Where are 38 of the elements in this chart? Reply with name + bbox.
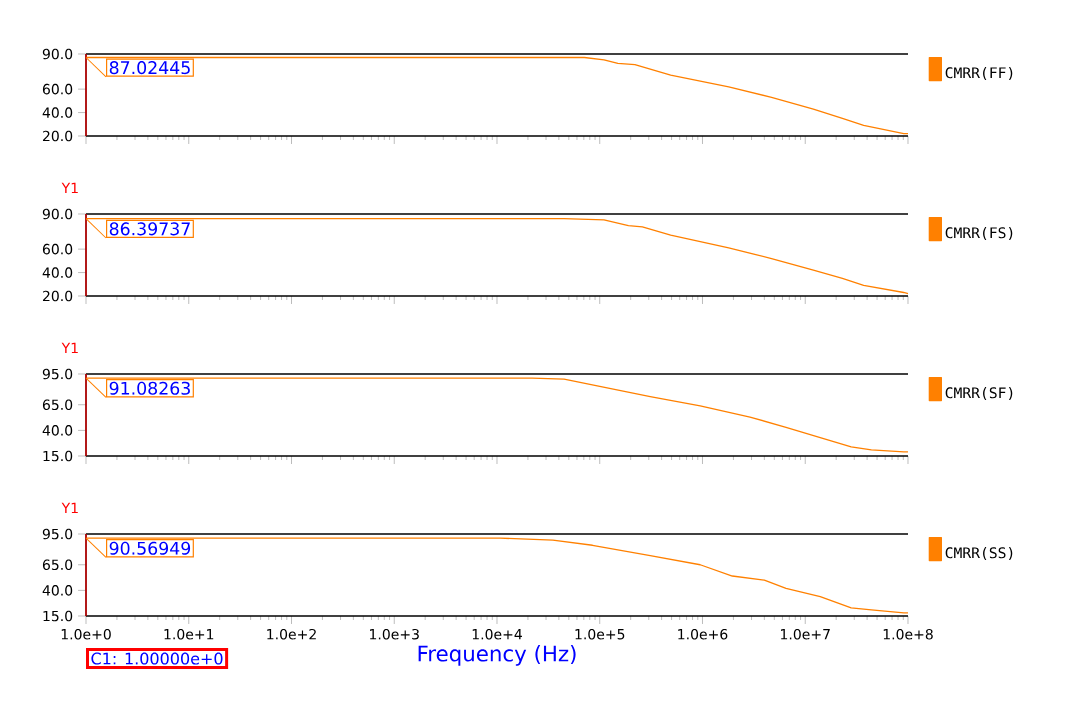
legend-label: CMRR(FF) <box>945 66 1013 81</box>
annotation: 91.08263 <box>109 381 190 395</box>
y-tick-label: 40.0 <box>42 425 73 436</box>
x-tick-label: 1.0e+0 <box>61 628 111 640</box>
y-tick-label: 60.0 <box>42 83 73 95</box>
ref-line-label: C1: 1.00000e+0 <box>91 652 223 665</box>
y-tick-label: 65.0 <box>42 399 73 411</box>
annotation: 87.02445 <box>109 61 190 75</box>
y-tick-label: 60.0 <box>42 243 73 255</box>
x-tick-label: 1.0e+3 <box>370 628 419 640</box>
y-tick-label: 40.0 <box>42 267 73 278</box>
x-tick-label: 1.0e+4 <box>472 628 522 640</box>
y-tick-label: 15.0 <box>43 610 73 622</box>
y-tick-label: 95.0 <box>42 528 73 540</box>
y-tick-label: 90.0 <box>42 48 73 60</box>
x-tick-label: 1.0e+5 <box>575 628 625 640</box>
y-tick-label: 90.0 <box>42 208 73 220</box>
x-tick-label: 1.0e+1 <box>164 628 214 640</box>
y-axis-title: Y1 <box>61 342 78 354</box>
annotation: 86.39737 <box>109 222 190 236</box>
y-axis-title: Y1 <box>61 182 78 194</box>
x-axis-title: Frequency (Hz) <box>418 645 576 666</box>
y-tick-label: 20.0 <box>42 290 73 302</box>
x-tick-label: 1.0e+2 <box>267 628 316 640</box>
y-tick-label: 40.0 <box>42 107 73 118</box>
y-tick-label: 40.0 <box>42 585 73 596</box>
y-tick-label: 20.0 <box>42 130 73 142</box>
x-tick-label: 1.0e+7 <box>781 628 830 640</box>
annotation: 90.56949 <box>109 541 191 555</box>
x-tick-label: 1.0e+6 <box>678 628 728 640</box>
x-tick-label: 1.0e+8 <box>883 628 933 640</box>
y-tick-label: 15.0 <box>43 450 73 462</box>
legend-label: CMRR(SF) <box>945 386 1013 401</box>
legend-label: CMRR(SS) <box>945 546 1013 561</box>
legend-label: CMRR(FS) <box>945 226 1013 241</box>
y-tick-label: 95.0 <box>42 368 73 380</box>
y-axis-title: Y1 <box>61 502 78 514</box>
y-tick-label: 65.0 <box>42 559 73 571</box>
